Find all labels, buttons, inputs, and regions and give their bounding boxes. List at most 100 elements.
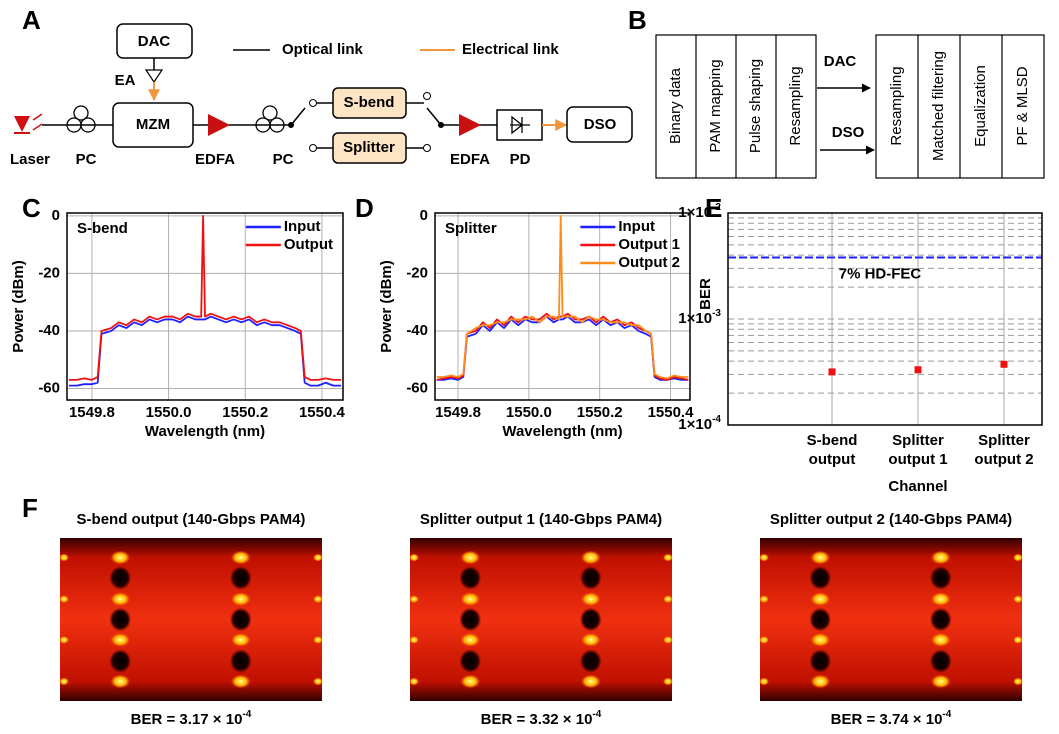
eye-crossing: [930, 566, 952, 590]
x-tick-label: Splitter: [892, 432, 944, 449]
dso-label: DSO: [584, 116, 617, 133]
x-tick-label: S-bend: [807, 432, 858, 449]
eye-title: S-bend output (140-Gbps PAM4): [77, 511, 306, 528]
y-tick-label: -40: [38, 322, 60, 339]
eye-background: [60, 538, 322, 701]
series-line: [69, 317, 341, 386]
panel-label: A: [22, 5, 41, 35]
eye-crossing: [930, 608, 952, 632]
x-axis-label: Channel: [888, 478, 947, 495]
legend-label: Input: [618, 218, 655, 235]
eye-rail: [460, 551, 480, 565]
series-line: [437, 317, 688, 380]
sbend-label: S-bend: [344, 94, 395, 111]
eye-rail: [663, 554, 673, 562]
eye-rail: [59, 677, 69, 685]
dsp-step: PAM mapping: [707, 59, 724, 152]
splitter-label: Splitter: [343, 139, 395, 156]
eye-rail: [810, 592, 830, 606]
eye-rail: [59, 636, 69, 644]
dsp-step: Pulse shaping: [747, 59, 764, 153]
eye-rail: [1013, 595, 1023, 603]
eye-rail: [759, 636, 769, 644]
eye-rail: [931, 633, 951, 647]
eye-crossing: [580, 649, 602, 673]
ea-amplifier: [146, 70, 162, 82]
eye-rail: [1013, 636, 1023, 644]
y-tick-label: -60: [406, 379, 428, 396]
ea-label: EA: [115, 72, 136, 89]
y-tick-label-exponent: -4: [712, 414, 721, 425]
dac-label: DAC: [138, 33, 171, 50]
x-tick-label: output 2: [974, 451, 1033, 468]
point: [1001, 361, 1008, 368]
dsp-step: Matched filtering: [930, 51, 947, 161]
dsp-step: Binary data: [667, 67, 684, 144]
point: [829, 368, 836, 375]
eye-crossing: [580, 566, 602, 590]
edfa-label: EDFA: [195, 151, 235, 168]
eye-crossing: [230, 649, 252, 673]
annotation: Splitter: [445, 220, 497, 237]
eye-crossing: [109, 608, 131, 632]
eye-rail: [581, 551, 601, 565]
port: [424, 145, 431, 152]
dsp-step: Resampling: [787, 66, 804, 145]
eye-rail: [663, 595, 673, 603]
eye-rail: [460, 592, 480, 606]
eye-rail: [581, 633, 601, 647]
port: [310, 100, 317, 107]
panel-label: B: [628, 5, 647, 35]
y-tick-label: -20: [406, 264, 428, 281]
panel-label: D: [355, 193, 374, 223]
eye-rail: [409, 554, 419, 562]
eye-rail: [810, 633, 830, 647]
mzm-label: MZM: [136, 116, 170, 133]
y-tick-label: 0: [52, 207, 60, 224]
legend-optical: Optical link: [282, 41, 364, 58]
panel-label: C: [22, 193, 41, 223]
dac-label: DAC: [824, 53, 857, 70]
eye-background: [760, 538, 1022, 701]
eye-rail: [110, 674, 130, 688]
eye-crossing: [459, 608, 481, 632]
eye-rail: [110, 551, 130, 565]
dsp-diagram: DAC DSO Binary dataPAM mappingPulse shap…: [656, 35, 1044, 178]
y-tick-label-base: 1×10: [678, 204, 712, 221]
dsp-step: Equalization: [972, 65, 989, 147]
eye-rail: [810, 674, 830, 688]
eye-rail: [313, 677, 323, 685]
laser-ray: [33, 124, 42, 130]
eye-rail: [663, 677, 673, 685]
eye-crossing: [809, 608, 831, 632]
eye-rail: [59, 595, 69, 603]
eye-rail: [759, 677, 769, 685]
y-axis-label: Power (dBm): [10, 260, 27, 353]
x-tick-label: 1550.0: [506, 404, 552, 421]
laser-icon: [14, 116, 30, 132]
eye-rail: [313, 636, 323, 644]
eye-rail: [759, 595, 769, 603]
eye-crossing: [230, 608, 252, 632]
eye-ber-base: BER = 3.32 × 10: [481, 711, 593, 728]
eye-crossing: [109, 649, 131, 673]
x-tick-label: 1550.2: [222, 404, 268, 421]
dsp-step: PF & MLSD: [1014, 66, 1031, 145]
eye-rail: [409, 595, 419, 603]
pc-label: PC: [76, 151, 97, 168]
pc-icon: [67, 106, 95, 132]
eye-title: Splitter output 2 (140-Gbps PAM4): [770, 511, 1012, 528]
eye-rail: [231, 592, 251, 606]
x-tick-label: output: [809, 451, 856, 468]
threshold-label: 7% HD-FEC: [839, 266, 922, 283]
pd-label: PD: [510, 151, 531, 168]
y-tick-label: 1×10-3: [678, 308, 721, 327]
port: [310, 145, 317, 152]
eye-diagram: [759, 538, 1023, 701]
eye-ber-exponent: -4: [592, 709, 601, 720]
eye-crossing: [930, 649, 952, 673]
y-tick-label: 1×10-4: [678, 414, 721, 433]
legend-electrical: Electrical link: [462, 41, 559, 58]
eye-crossing: [809, 566, 831, 590]
eye-rail: [231, 551, 251, 565]
